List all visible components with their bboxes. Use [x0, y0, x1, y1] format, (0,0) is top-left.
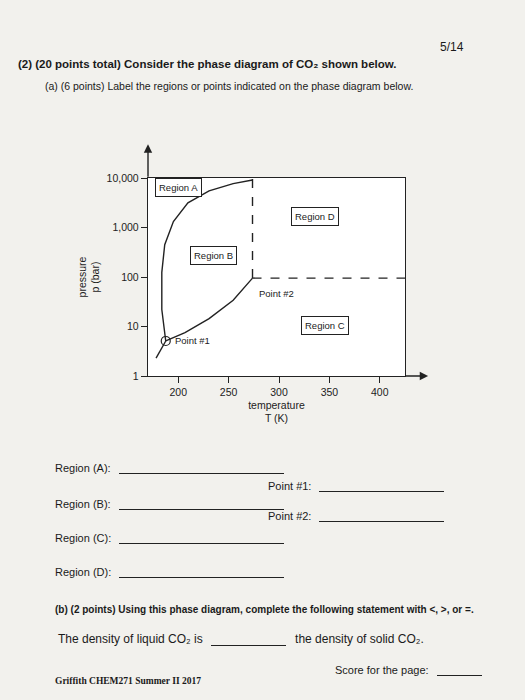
svg-text:100: 100 [121, 271, 139, 283]
html-text:(b) (2 points) Using this phas: (b) (2 points) Using this phase diagram,… [55, 604, 474, 615]
html-text:Region (C):: Region (C): [55, 532, 112, 544]
html-text:Region (A):: Region (A): [55, 462, 111, 474]
svg-text:Region C: Region C [305, 320, 345, 331]
svg-text:Region D: Region D [295, 211, 335, 222]
html-text:the density of solid CO₂.: the density of solid CO₂. [291, 632, 424, 646]
svg-text:200: 200 [169, 386, 187, 398]
svg-text:400: 400 [371, 386, 389, 398]
html-text:(a) (6 points) Label the regio: (a) (6 points) Label the regions or poin… [45, 80, 414, 92]
html-text:Point #1:: Point #1: [268, 480, 312, 492]
svg-text:1,000: 1,000 [112, 221, 138, 233]
html-text:Griffith CHEM271 Summer II 201: Griffith CHEM271 Summer II 2017 [55, 676, 201, 686]
svg-text:250: 250 [220, 386, 238, 398]
svg-text:300: 300 [270, 386, 288, 398]
html-text:The density of liquid CO₂ is: The density of liquid CO₂ is [58, 632, 203, 646]
html-text:Point #2:: Point #2: [268, 510, 312, 522]
html-text:5/14: 5/14 [440, 40, 464, 54]
svg-text:10: 10 [127, 320, 139, 332]
svg-text:10,000: 10,000 [107, 172, 139, 184]
html-text:Region (B):: Region (B): [55, 498, 111, 510]
svg-text:350: 350 [321, 386, 339, 398]
html-text:Region (D):: Region (D): [55, 566, 112, 578]
svg-text:Point #1: Point #1 [175, 335, 210, 346]
svg-text:temperatureT (K): temperatureT (K) [248, 399, 305, 425]
svg-text:Point #2: Point #2 [259, 288, 294, 299]
svg-text:Region B: Region B [194, 250, 233, 261]
svg-text:1: 1 [133, 370, 139, 382]
svg-text:Region A: Region A [159, 182, 198, 193]
html-text:Score for the page:: Score for the page: [335, 664, 429, 676]
svg-text:pressurep (bar): pressurep (bar) [76, 256, 102, 297]
html-text:(2) (20 points total) Consider: (2) (20 points total) Consider the phase… [18, 58, 397, 70]
